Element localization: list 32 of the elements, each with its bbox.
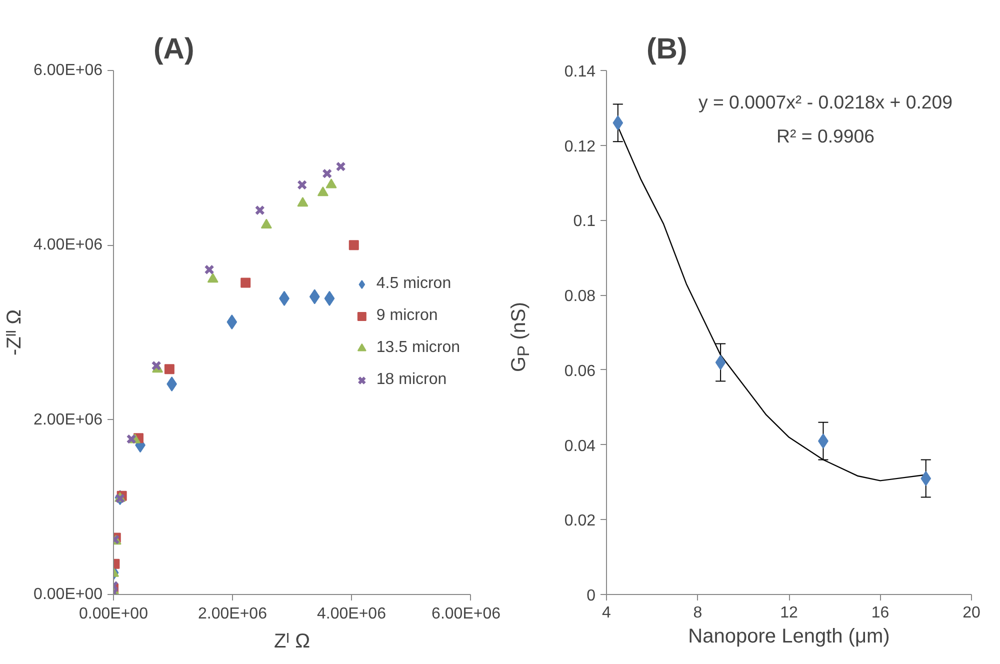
legend-label: 9 micron	[376, 307, 438, 325]
y-tick-label: 2.00E+06	[34, 411, 103, 428]
x-tick-label: 6.00E+06	[432, 606, 501, 622]
y-tick-label: 0.08	[564, 288, 596, 306]
y-tick-label: 0.1	[573, 213, 596, 230]
y-tick-label: 0.12	[564, 138, 596, 156]
legend-label: 13.5 micron	[376, 339, 460, 357]
x-tick-label: 12	[780, 604, 798, 622]
x-tick-label: 20	[962, 604, 980, 622]
x-tick-label: 16	[871, 604, 890, 622]
y-tick-label: 0.06	[564, 362, 596, 380]
y-tick-label: 0.14	[564, 64, 596, 80]
y-tick-label: 4.00E+06	[34, 236, 103, 254]
x-tick-label: 4	[602, 604, 612, 622]
chart-title: (A)	[154, 32, 194, 66]
y-tick-label: 6.00E+06	[34, 62, 103, 79]
annotation: y = 0.0007x² - 0.0218x + 0.209	[698, 91, 953, 112]
x-tick-label: 2.00E+06	[198, 606, 268, 622]
x-axis-title: Nanopore Length (μm)	[688, 626, 890, 648]
x-tick-label: 8	[693, 604, 702, 622]
y-axis-title: -Zᴵᴵ Ω	[4, 309, 26, 356]
y-tick-label: 0.00E+00	[34, 586, 103, 603]
x-tick-label: 0.00E+00	[79, 606, 148, 622]
legend-label: 4.5 micron	[376, 275, 452, 293]
legend-label: 18 micron	[376, 371, 447, 389]
x-tick-label: 4.00E+06	[317, 606, 386, 622]
annotation: R² = 0.9906	[776, 126, 875, 146]
x-axis-title: Zᴵ Ω	[274, 630, 310, 652]
chart-title: (B)	[646, 32, 688, 66]
y-tick-label: 0	[586, 588, 596, 604]
y-tick-label: 0.04	[564, 438, 596, 455]
y-tick-label: 0.02	[564, 512, 596, 530]
